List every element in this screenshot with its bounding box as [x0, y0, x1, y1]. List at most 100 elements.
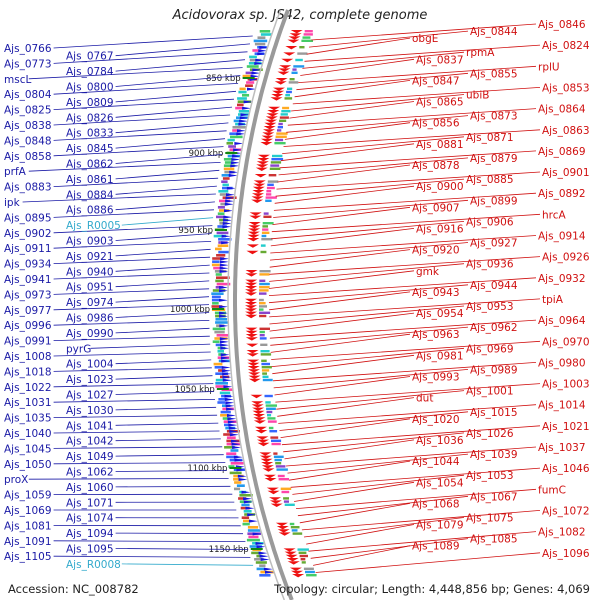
right-gene-label[interactable]: Ajs_0943: [412, 287, 460, 299]
left-gene-label[interactable]: Ajs_0884: [66, 189, 114, 201]
right-gene-label[interactable]: Ajs_0954: [416, 308, 464, 320]
right-gene-label[interactable]: Ajs_0853: [542, 82, 590, 94]
left-gene-label[interactable]: Ajs_1081: [4, 520, 52, 532]
right-gene-label[interactable]: Ajs_1015: [470, 407, 518, 419]
right-gene-label[interactable]: Ajs_1001: [466, 386, 514, 398]
left-gene-label[interactable]: Ajs_1022: [4, 382, 52, 394]
left-gene-label[interactable]: Ajs_1060: [66, 482, 114, 494]
left-gene-label[interactable]: prfA: [4, 166, 27, 178]
right-gene-label[interactable]: ubiB: [466, 90, 489, 102]
left-gene-label[interactable]: Ajs_0861: [66, 174, 114, 186]
left-gene-label[interactable]: Ajs_0940: [66, 266, 114, 278]
right-gene-label[interactable]: Ajs_0847: [412, 75, 460, 87]
left-gene-label[interactable]: Ajs_1059: [4, 490, 52, 502]
right-gene-label[interactable]: Ajs_1054: [416, 477, 464, 489]
left-gene-label[interactable]: Ajs_1027: [66, 390, 114, 402]
right-gene-label[interactable]: Ajs_1026: [466, 428, 514, 440]
left-gene-label[interactable]: Ajs_1018: [4, 366, 52, 378]
right-gene-label[interactable]: gmk: [416, 266, 440, 278]
left-gene-label[interactable]: Ajs_1045: [4, 443, 52, 455]
right-gene-label[interactable]: Ajs_0963: [412, 329, 460, 341]
right-gene-label[interactable]: dut: [416, 393, 433, 405]
left-gene-label[interactable]: Ajs_0902: [4, 228, 52, 240]
left-gene-label[interactable]: Ajs_1004: [66, 359, 114, 371]
right-gene-label[interactable]: Ajs_0932: [538, 273, 586, 285]
left-gene-label[interactable]: Ajs_0858: [4, 151, 52, 163]
right-gene-label[interactable]: Ajs_0944: [470, 280, 518, 292]
right-gene-label[interactable]: obgE: [412, 33, 438, 45]
left-gene-label[interactable]: Ajs_0767: [66, 51, 114, 63]
left-gene-label[interactable]: Ajs_1094: [66, 528, 114, 540]
right-gene-label[interactable]: Ajs_0980: [538, 357, 586, 369]
left-gene-label[interactable]: Ajs_0848: [4, 135, 52, 147]
right-gene-label[interactable]: Ajs_1082: [538, 527, 586, 539]
right-gene-label[interactable]: Ajs_0878: [412, 160, 460, 172]
left-gene-label[interactable]: Ajs_0838: [4, 120, 52, 132]
right-gene-label[interactable]: Ajs_1003: [542, 379, 590, 391]
left-gene-label[interactable]: Ajs_1069: [4, 505, 52, 517]
right-gene-label[interactable]: Ajs_0824: [542, 40, 590, 52]
left-gene-label[interactable]: Ajs_0977: [4, 305, 52, 317]
right-gene-label[interactable]: hrcA: [542, 209, 567, 221]
left-gene-label[interactable]: Ajs_0883: [4, 182, 52, 194]
right-gene-label[interactable]: Ajs_0871: [466, 132, 514, 144]
right-gene-label[interactable]: Ajs_1072: [542, 505, 590, 517]
right-gene-label[interactable]: Ajs_0962: [470, 322, 518, 334]
left-gene-label[interactable]: Ajs_R0005: [66, 220, 121, 232]
left-gene-label[interactable]: Ajs_0903: [66, 236, 114, 248]
left-gene-label[interactable]: Ajs_1035: [4, 413, 52, 425]
right-gene-label[interactable]: Ajs_1046: [542, 463, 590, 475]
right-gene-label[interactable]: Ajs_1068: [412, 498, 460, 510]
right-gene-label[interactable]: Ajs_0907: [412, 202, 460, 214]
right-gene-label[interactable]: Ajs_0873: [470, 111, 518, 123]
left-gene-label[interactable]: Ajs_1031: [4, 397, 52, 409]
right-gene-label[interactable]: Ajs_1085: [470, 534, 518, 546]
right-gene-label[interactable]: Ajs_1014: [538, 400, 586, 412]
left-gene-label[interactable]: Ajs_0974: [66, 297, 114, 309]
right-gene-label[interactable]: Ajs_0970: [542, 336, 590, 348]
right-gene-label[interactable]: tpiA: [542, 294, 564, 306]
right-gene-label[interactable]: Ajs_0846: [538, 19, 586, 31]
left-gene-label[interactable]: Ajs_1074: [66, 513, 114, 525]
left-gene-label[interactable]: Ajs_1030: [66, 405, 114, 417]
right-gene-label[interactable]: Ajs_1053: [466, 470, 514, 482]
left-gene-label[interactable]: proX: [4, 474, 28, 486]
right-gene-label[interactable]: Ajs_0865: [416, 97, 464, 109]
left-gene-label[interactable]: Ajs_0895: [4, 212, 52, 224]
left-gene-label[interactable]: Ajs_0804: [4, 89, 52, 101]
left-gene-label[interactable]: Ajs_0886: [66, 205, 114, 217]
left-gene-label[interactable]: Ajs_0934: [4, 259, 52, 271]
right-gene-label[interactable]: Ajs_0879: [470, 153, 518, 165]
left-gene-label[interactable]: Ajs_0773: [4, 58, 52, 70]
right-gene-label[interactable]: Ajs_1079: [416, 520, 464, 532]
left-gene-label[interactable]: mscL: [4, 74, 31, 86]
left-gene-label[interactable]: pyrG: [66, 343, 91, 355]
right-gene-label[interactable]: Ajs_0899: [470, 195, 518, 207]
right-gene-label[interactable]: Ajs_0864: [538, 104, 586, 116]
left-gene-label[interactable]: Ajs_0911: [4, 243, 52, 255]
right-gene-label[interactable]: Ajs_0901: [542, 167, 590, 179]
right-gene-label[interactable]: Ajs_1036: [416, 435, 464, 447]
left-gene-label[interactable]: Ajs_0941: [4, 274, 52, 286]
right-gene-label[interactable]: Ajs_1096: [542, 548, 590, 560]
right-gene-label[interactable]: Ajs_0869: [538, 146, 586, 158]
left-gene-label[interactable]: Ajs_0845: [66, 143, 114, 155]
left-gene-label[interactable]: ipk: [4, 197, 21, 209]
left-gene-label[interactable]: Ajs_0784: [66, 66, 114, 78]
right-gene-label[interactable]: Ajs_1067: [470, 491, 518, 503]
right-gene-label[interactable]: Ajs_0981: [416, 350, 464, 362]
right-gene-label[interactable]: Ajs_0926: [542, 252, 590, 264]
left-gene-label[interactable]: Ajs_1105: [4, 551, 52, 563]
right-gene-label[interactable]: Ajs_0964: [538, 315, 586, 327]
right-gene-label[interactable]: Ajs_0920: [412, 245, 460, 257]
right-gene-label[interactable]: Ajs_1039: [470, 449, 518, 461]
right-gene-label[interactable]: fumC: [538, 484, 566, 496]
left-gene-label[interactable]: Ajs_1062: [66, 467, 114, 479]
left-gene-label[interactable]: Ajs_1023: [66, 374, 114, 386]
left-gene-label[interactable]: Ajs_0766: [4, 43, 52, 55]
right-gene-label[interactable]: Ajs_1021: [542, 421, 590, 433]
left-gene-label[interactable]: Ajs_1071: [66, 497, 114, 509]
right-gene-label[interactable]: rplU: [538, 61, 560, 73]
left-gene-label[interactable]: Ajs_1091: [4, 536, 52, 548]
left-gene-label[interactable]: Ajs_0996: [4, 320, 52, 332]
